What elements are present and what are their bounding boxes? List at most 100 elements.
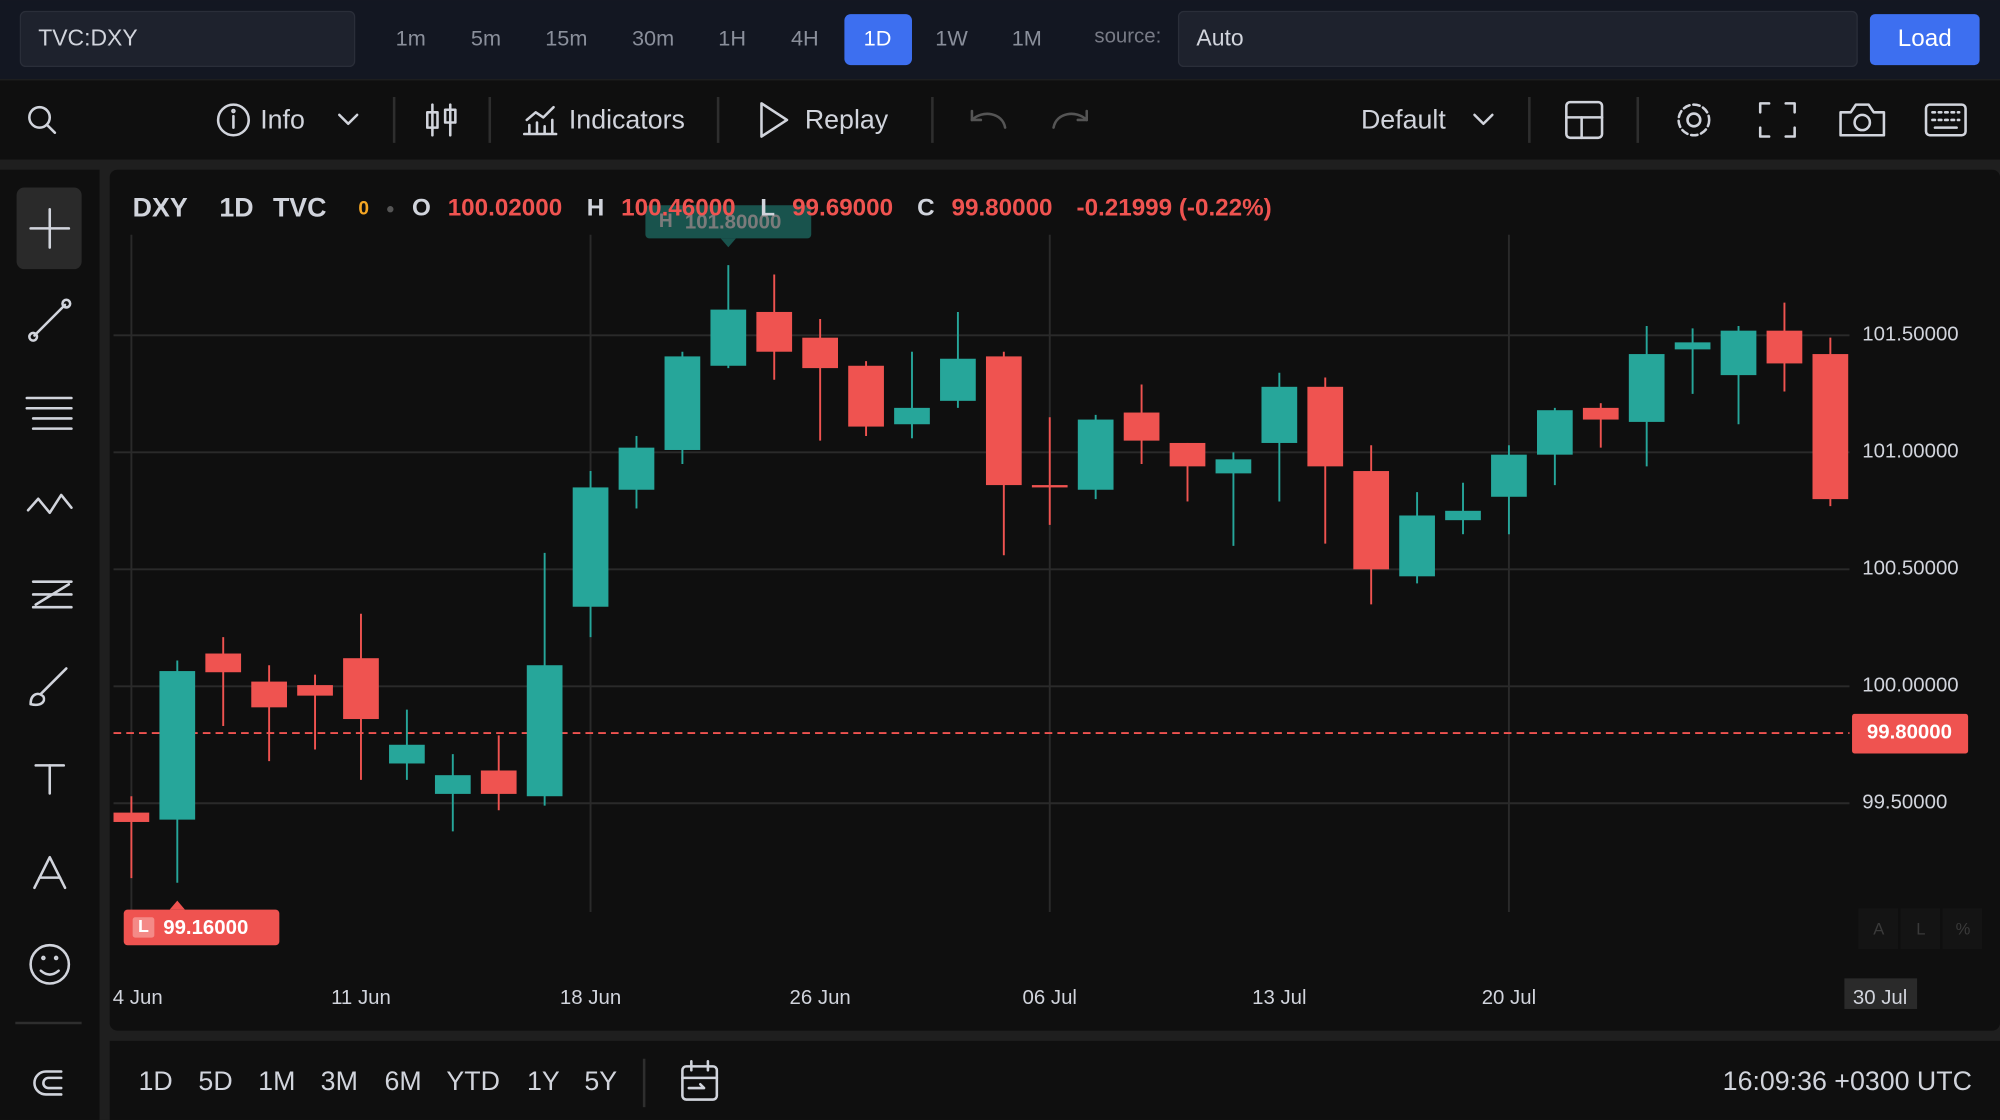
candle-body (1536, 410, 1573, 455)
x-tick-label: 06 Jul (1023, 987, 1077, 1009)
range-button[interactable]: 1Y (527, 1066, 560, 1096)
scale-button-label: A (1873, 919, 1885, 938)
layout-text[interactable]: Default (1361, 104, 1446, 134)
candle-body (1445, 510, 1481, 521)
scale-button[interactable] (1858, 908, 1898, 950)
scale-button[interactable] (1942, 908, 1983, 950)
low-marker-letter-box (132, 917, 155, 938)
range-button[interactable]: 1M (258, 1066, 295, 1096)
magnet-tool[interactable] (33, 1070, 63, 1096)
legend-low: 99.69000 (792, 195, 893, 222)
y-tick-label: 101.50000 (1862, 324, 1958, 346)
range-button[interactable]: 6M (384, 1066, 421, 1096)
annotation-tool[interactable] (33, 855, 67, 890)
load-text: Load (1898, 25, 1952, 52)
legend-close-label: C (917, 195, 934, 222)
candle-body (1077, 419, 1114, 490)
fib-tool[interactable] (25, 396, 73, 430)
candle-body (1491, 454, 1527, 497)
legend: DXY 1D TVC 0 O 100.02000 H 100.46000 L 9… (133, 192, 1272, 222)
low-marker-box (123, 909, 280, 946)
interval-button[interactable]: 1m (396, 25, 426, 50)
source-input[interactable] (1177, 10, 1858, 68)
range-button[interactable]: YTD (446, 1066, 500, 1096)
layout-icon[interactable] (1565, 100, 1604, 140)
chart-pane (109, 169, 2000, 1031)
candle-body (113, 812, 150, 822)
trendline-tool[interactable] (28, 298, 72, 342)
info-text[interactable]: Info (260, 104, 305, 134)
forecast-tool[interactable] (31, 580, 73, 609)
candle-body (1307, 386, 1344, 467)
legend-change: -0.21999 (-0.22%) (1077, 195, 1272, 222)
last-price-label: 99.80000 (1867, 721, 1952, 743)
candle-body (664, 356, 701, 450)
candle-body (1261, 386, 1298, 443)
chevron[interactable] (338, 113, 359, 126)
text-tool[interactable] (34, 764, 66, 795)
chevron[interactable] (1473, 113, 1494, 126)
scale-button-label: % (1956, 919, 1971, 938)
y-tick-label: 99.50000 (1862, 792, 1947, 814)
legend-symbol: DXY (133, 192, 188, 222)
legend-open: 100.02000 (448, 195, 562, 222)
emoji-tool[interactable] (29, 943, 71, 985)
interval-button[interactable]: 30m (632, 25, 674, 50)
candle-body (756, 311, 793, 352)
legend-high-label: H (587, 195, 605, 222)
undo-icon[interactable] (970, 109, 1007, 129)
source-value: Auto (1196, 25, 1243, 51)
indicators-icon[interactable] (522, 105, 558, 136)
interval-button[interactable]: 4H (791, 25, 819, 50)
x-tick-label: 13 Jul (1252, 987, 1306, 1009)
candle-body (1628, 354, 1665, 422)
candle-body (710, 309, 747, 366)
replay-text[interactable]: Replay (805, 104, 889, 134)
brush-tool[interactable] (29, 667, 68, 707)
range-button[interactable]: 1D (139, 1066, 173, 1096)
fullscreen-icon[interactable] (1758, 102, 1796, 138)
pattern-tool[interactable] (26, 493, 73, 515)
candle-body (1399, 515, 1435, 577)
settings-icon[interactable] (1677, 103, 1711, 137)
candle-body (1720, 330, 1757, 376)
candle-body (1031, 485, 1068, 488)
redo-icon[interactable] (1052, 109, 1089, 129)
interval-button[interactable]: 1W (935, 25, 968, 50)
interval-button[interactable]: 15m (545, 25, 587, 50)
candle-body (1353, 471, 1390, 570)
candle-body (802, 337, 839, 369)
high-marker-letter: H (659, 211, 673, 232)
camera-icon[interactable] (1839, 103, 1886, 137)
range-button[interactable]: 5Y (584, 1066, 617, 1096)
info-icon[interactable] (216, 103, 250, 137)
candle-body (480, 770, 517, 794)
legend-dot (387, 206, 394, 213)
legend-low-label: L (760, 195, 775, 222)
candle-body (618, 447, 655, 490)
load-button[interactable] (1869, 14, 1980, 66)
low-marker-value: 99.16000 (163, 917, 248, 939)
low-marker-arrow (169, 900, 185, 910)
interval-button[interactable]: 1M (1012, 25, 1042, 50)
candle-body (251, 681, 287, 708)
range-button[interactable]: 5D (198, 1066, 232, 1096)
x-tick-label: 18 Jun (560, 987, 621, 1009)
goto-date-icon[interactable] (681, 1060, 719, 1101)
candle-body (343, 658, 379, 720)
indicators-text[interactable]: Indicators (569, 104, 685, 134)
legend-open-label: O (412, 195, 431, 222)
replay-icon[interactable] (760, 102, 789, 138)
symbol-input[interactable] (19, 10, 356, 68)
interval-button[interactable]: 1H (718, 25, 746, 50)
legend-high: 100.46000 (621, 195, 735, 222)
crosshair-tool[interactable] (29, 207, 71, 249)
range-button[interactable]: 3M (321, 1066, 358, 1096)
scale-button[interactable] (1900, 908, 1941, 950)
interval-button[interactable]: 5m (471, 25, 501, 50)
keyboard-icon[interactable] (1924, 103, 1967, 137)
candle-type-icon[interactable] (426, 103, 457, 137)
interval-button[interactable]: 1D (864, 25, 892, 50)
high-marker-arrow (720, 238, 736, 248)
search-icon[interactable] (28, 105, 57, 134)
